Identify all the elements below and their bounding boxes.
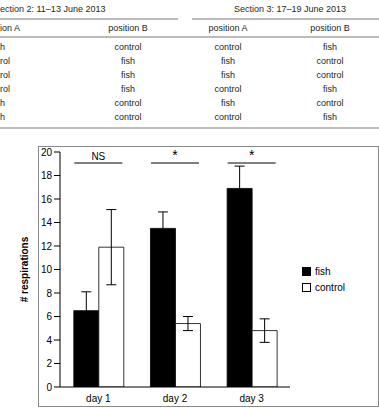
svg-text:fish: fish <box>221 56 235 66</box>
svg-text:NS: NS <box>91 151 105 162</box>
svg-text:day 1: day 1 <box>86 393 111 404</box>
svg-text:position B: position B <box>310 23 350 33</box>
svg-text:position A: position A <box>208 23 247 33</box>
svg-text:day 2: day 2 <box>163 393 188 404</box>
svg-text:fish: fish <box>121 56 135 66</box>
svg-text:fish: fish <box>323 112 337 122</box>
svg-text:fish: fish <box>323 42 337 52</box>
svg-text:*: * <box>172 147 178 163</box>
svg-text:8: 8 <box>46 288 52 299</box>
svg-text:control: control <box>316 70 343 80</box>
svg-text:control: control <box>114 98 141 108</box>
svg-text:fish: fish <box>323 84 337 94</box>
svg-text:control: control <box>114 42 141 52</box>
svg-text:fish: fish <box>221 70 235 80</box>
svg-text:0: 0 <box>46 382 52 393</box>
svg-text:4: 4 <box>46 335 52 346</box>
svg-text:day 3: day 3 <box>239 393 264 404</box>
svg-text:ection 2: 11–13 June 2013: ection 2: 11–13 June 2013 <box>8 4 105 14</box>
svg-text:fish: fish <box>221 98 235 108</box>
svg-text:fish: fish <box>121 84 135 94</box>
svg-text:control: control <box>214 84 241 94</box>
svg-text:14: 14 <box>41 217 53 228</box>
svg-text:16: 16 <box>41 194 53 205</box>
svg-text:Section 3: 17–19 June 2013: Section 3: 17–19 June 2013 <box>234 4 346 14</box>
svg-text:ion A: ion A <box>8 23 20 33</box>
svg-text:*: * <box>249 147 255 163</box>
svg-text:control: control <box>316 98 343 108</box>
svg-text:# respirations: # respirations <box>19 236 30 302</box>
svg-text:position B: position B <box>108 23 148 33</box>
svg-text:6: 6 <box>46 311 52 322</box>
svg-text:10: 10 <box>41 264 53 275</box>
svg-text:rol: rol <box>8 84 10 94</box>
svg-text:fish: fish <box>121 70 135 80</box>
svg-text:control: control <box>214 42 241 52</box>
svg-text:rol: rol <box>8 56 10 66</box>
svg-text:control: control <box>114 112 141 122</box>
svg-text:control: control <box>316 56 343 66</box>
svg-text:20: 20 <box>41 147 53 158</box>
svg-text:18: 18 <box>41 170 53 181</box>
svg-text:rol: rol <box>8 70 10 80</box>
html-text:fish: fish <box>315 265 331 277</box>
html-text:control: control <box>315 281 345 293</box>
svg-text:control: control <box>214 112 241 122</box>
svg-text:12: 12 <box>41 241 53 252</box>
svg-text:2: 2 <box>46 358 52 369</box>
